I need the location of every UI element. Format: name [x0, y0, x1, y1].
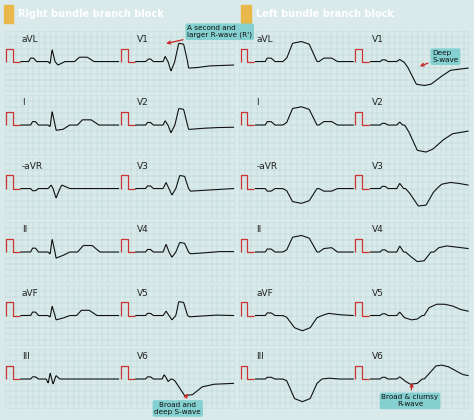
Text: Broad and
deep S-wave: Broad and deep S-wave — [155, 395, 201, 415]
Text: V3: V3 — [372, 162, 383, 171]
Text: A second and
larger R-wave (R'): A second and larger R-wave (R') — [168, 25, 252, 44]
Text: aVF: aVF — [22, 289, 39, 297]
Text: V4: V4 — [137, 225, 149, 234]
Text: Broad & clumsy
R-wave: Broad & clumsy R-wave — [382, 384, 438, 407]
Bar — [241, 5, 251, 24]
Bar — [3, 5, 13, 24]
Text: Left bundle branch block: Left bundle branch block — [255, 9, 393, 19]
Text: Right bundle branch block: Right bundle branch block — [18, 9, 164, 19]
Text: I: I — [22, 98, 25, 107]
Text: III: III — [256, 352, 264, 361]
Text: V6: V6 — [137, 352, 149, 361]
Text: V4: V4 — [372, 225, 383, 234]
Text: V1: V1 — [372, 34, 383, 44]
Text: aVL: aVL — [22, 34, 38, 44]
Text: V1: V1 — [137, 34, 149, 44]
Text: V5: V5 — [372, 289, 383, 297]
Text: V2: V2 — [372, 98, 383, 107]
Text: -aVR: -aVR — [22, 162, 43, 171]
Text: V3: V3 — [137, 162, 149, 171]
Text: V2: V2 — [137, 98, 149, 107]
Text: II: II — [22, 225, 27, 234]
Text: -aVR: -aVR — [256, 162, 278, 171]
Text: V5: V5 — [137, 289, 149, 297]
Text: I: I — [256, 98, 259, 107]
Text: III: III — [22, 352, 30, 361]
Text: aVF: aVF — [256, 289, 273, 297]
Text: aVL: aVL — [256, 34, 273, 44]
Text: V6: V6 — [372, 352, 383, 361]
Text: II: II — [256, 225, 262, 234]
Text: Deep
S-wave: Deep S-wave — [421, 50, 458, 66]
